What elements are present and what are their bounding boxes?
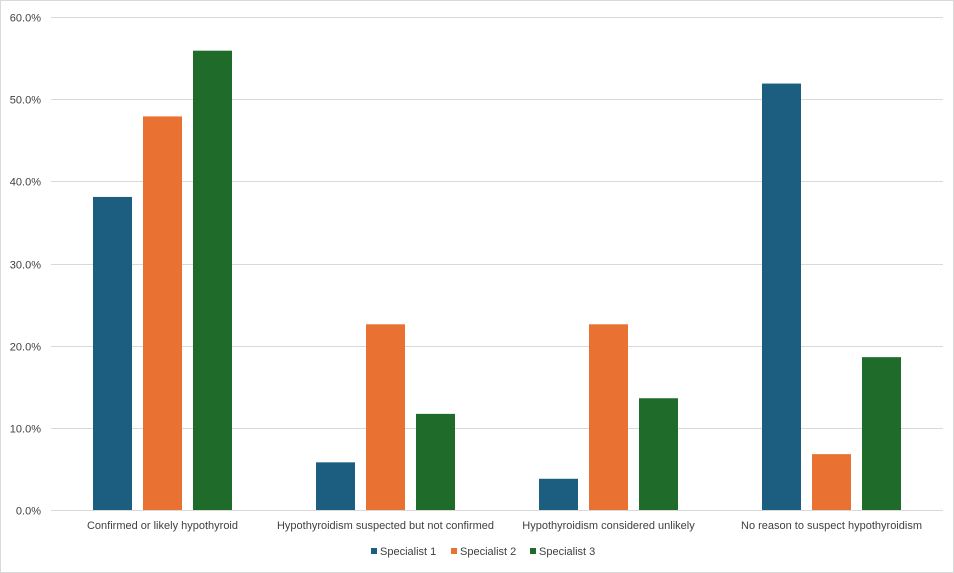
bar bbox=[366, 324, 405, 510]
x-category-label: Hypothyroidism suspected but not confirm… bbox=[277, 520, 494, 532]
x-category-label: Hypothyroidism considered unlikely bbox=[522, 520, 695, 532]
y-tick-label: 40.0% bbox=[10, 177, 41, 189]
bar bbox=[93, 196, 132, 510]
legend-label: Specialist 2 bbox=[460, 546, 516, 558]
y-tick-label: 10.0% bbox=[10, 424, 41, 436]
y-tick-label: 30.0% bbox=[10, 260, 41, 272]
y-tick-label: 50.0% bbox=[10, 95, 41, 107]
legend-label: Specialist 3 bbox=[539, 546, 595, 558]
legend-swatch bbox=[371, 548, 377, 554]
bar bbox=[639, 398, 678, 510]
x-category-label: No reason to suspect hypothyroidism bbox=[741, 520, 922, 532]
bar bbox=[539, 478, 578, 510]
bar bbox=[589, 324, 628, 510]
bar bbox=[812, 454, 851, 510]
y-tick-label: 60.0% bbox=[10, 13, 41, 25]
legend-swatch bbox=[451, 548, 457, 554]
bar bbox=[862, 357, 901, 510]
bar bbox=[143, 116, 182, 511]
bar bbox=[193, 50, 232, 511]
x-category-label: Confirmed or likely hypothyroid bbox=[87, 520, 238, 532]
legend-label: Specialist 1 bbox=[380, 546, 436, 558]
legend-swatch bbox=[530, 548, 536, 554]
y-tick-label: 20.0% bbox=[10, 342, 41, 354]
bar bbox=[316, 462, 355, 510]
y-tick-label: 0.0% bbox=[16, 506, 41, 518]
bar bbox=[416, 413, 455, 510]
bar bbox=[762, 83, 801, 511]
